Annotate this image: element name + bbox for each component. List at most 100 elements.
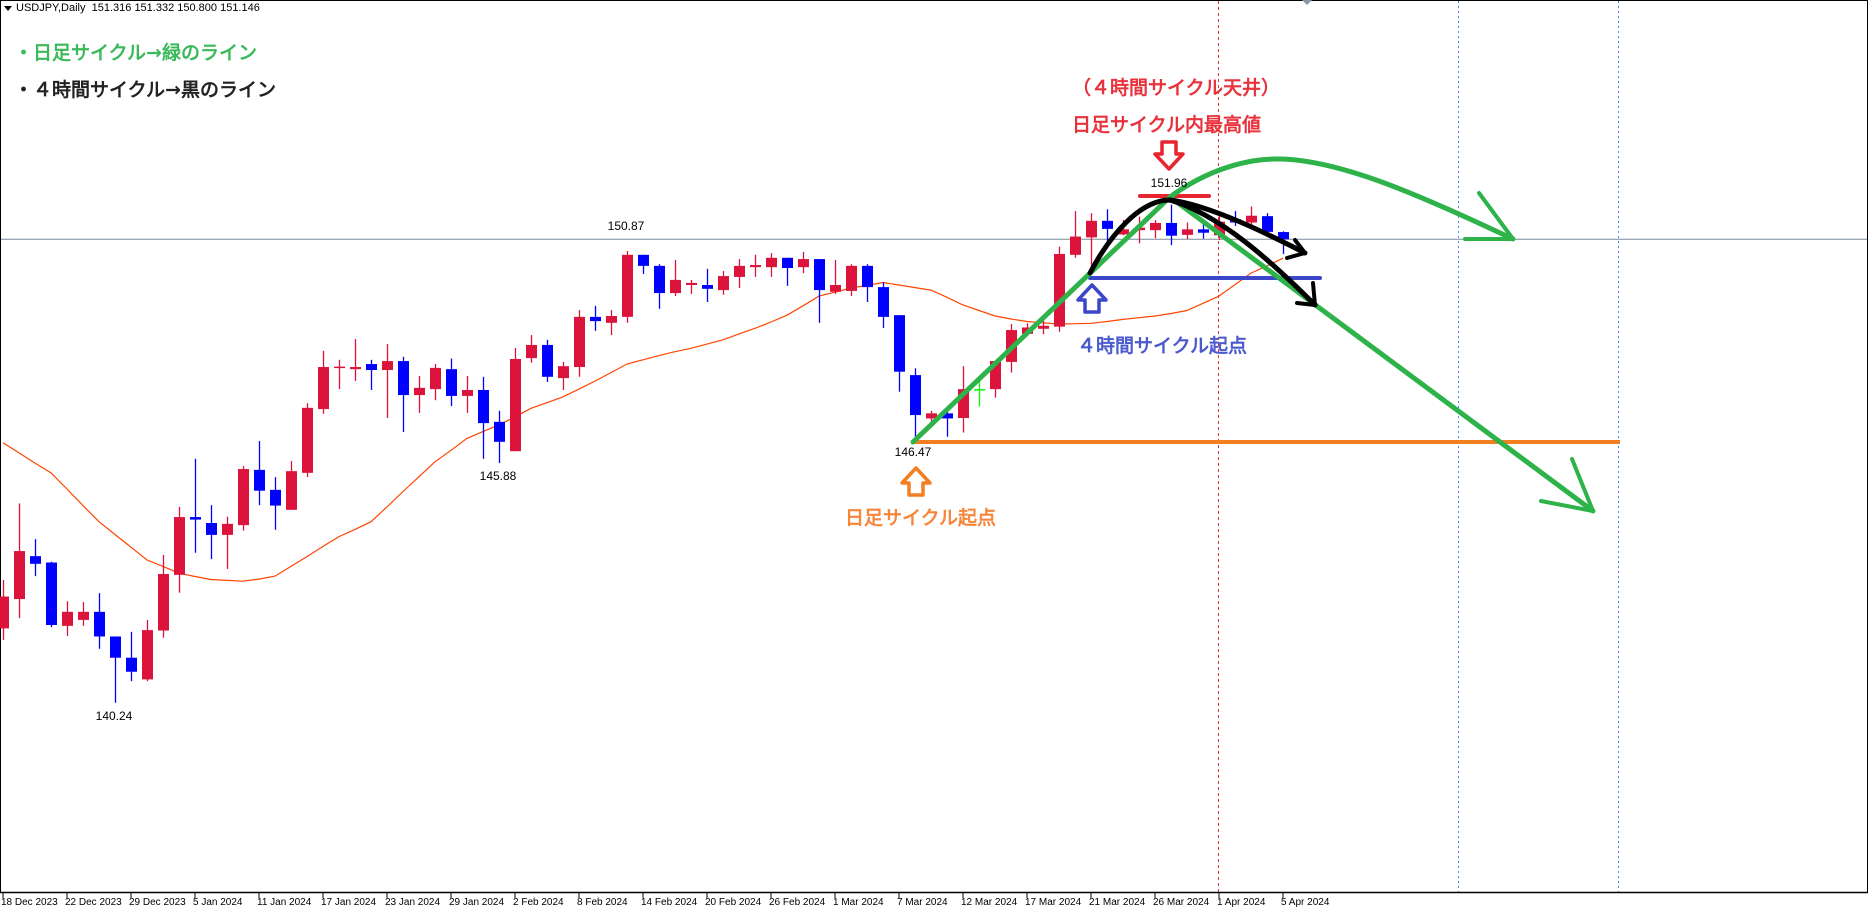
candle-body [574,316,585,368]
time-tick-label: 1 Apr 2024 [1217,897,1266,908]
candle-body [670,279,681,294]
black-arrowhead-icon [1295,281,1317,307]
time-tick-label: 5 Apr 2024 [1281,897,1330,908]
candle-body [78,611,89,620]
candle [94,593,105,649]
time-tick-label: 23 Jan 2024 [385,897,441,908]
candle [590,305,601,331]
candle-body [1070,236,1081,255]
candle [766,253,777,277]
label-h4-start: ４時間サイクル起点 [1077,335,1248,357]
candle [558,361,569,390]
candle-body [1102,220,1113,229]
candle-body [206,523,217,535]
candle-body [158,574,169,631]
candle-body [14,551,25,600]
candle [62,601,73,637]
candle [206,505,217,560]
candle-body [446,369,457,396]
price-label-peak: 151.96 [1150,176,1188,190]
candle-body [1246,215,1257,223]
orange-up-arrow-icon [900,466,932,497]
candle [462,375,473,413]
time-tick-label: 22 Dec 2023 [65,897,122,908]
candle-body [366,364,377,370]
candle [846,264,857,297]
candle [254,440,265,506]
candle [526,335,537,363]
candle [1166,204,1177,246]
moving-average-line [2,257,1284,582]
price-label-cycle-low: 146.47 [894,445,932,459]
candle-body [510,358,521,452]
candle-body [494,421,505,442]
candle-body [974,389,985,391]
candle [1086,213,1097,269]
time-axis-ticks [0,891,1868,898]
candle-body [1166,222,1177,236]
candle-body [734,265,745,277]
candle [446,358,457,407]
time-tick-label: 29 Dec 2023 [129,897,186,908]
candle-body [302,407,313,473]
candle [334,359,345,390]
candle-body [46,562,57,625]
candle-body [270,489,281,506]
candle [1246,206,1257,227]
candle [1150,219,1161,239]
candle [958,366,969,433]
candle [750,254,761,277]
green-down-line[interactable] [1167,194,1596,514]
black-h4-arc-2[interactable] [1167,197,1318,308]
candle-body [126,657,137,672]
candle-body [942,413,953,419]
candle-body [382,361,393,370]
candle [686,279,697,294]
candle-body [414,387,425,396]
candle [782,257,793,286]
time-tick-label: 26 Feb 2024 [769,897,826,908]
candle [142,619,153,682]
time-tick-label: 5 Jan 2024 [193,897,243,908]
candle-body [622,254,633,317]
dropdown-triangle-icon[interactable] [4,5,12,11]
candle-body [958,389,969,419]
time-tick-label: 26 Mar 2024 [1153,897,1210,908]
candle [702,268,713,302]
candle [366,359,377,390]
candle [46,561,57,628]
candle-body [110,636,121,658]
time-tick-label: 1 Mar 2024 [833,897,884,908]
candles [0,204,1289,703]
green-cycle-arc[interactable] [910,156,1516,445]
candle-body [0,596,9,629]
time-tick-label: 29 Jan 2024 [449,897,505,908]
candle [318,350,329,414]
candle [718,270,729,295]
candle-body [926,413,937,419]
candle-body [94,611,105,637]
candle [654,264,665,309]
candle-body [1118,229,1129,235]
candle-body [430,367,441,390]
candle [510,347,521,452]
shift-marker-icon[interactable] [1302,0,1312,5]
candle-body [174,517,185,575]
candle [222,516,233,569]
candle-body [478,389,489,424]
candle-body [542,344,553,377]
candle [126,631,137,682]
candle-body [878,287,889,317]
candle [622,251,633,323]
candle [110,636,121,703]
candle-body [686,282,697,285]
time-tick-label: 12 Mar 2024 [961,897,1018,908]
time-tick-label: 17 Jan 2024 [321,897,377,908]
green-arrowhead-icon [1539,457,1595,513]
candle [542,339,553,382]
note-h4-cycle: ・４時間サイクル→黒のライン [14,79,276,101]
candle [494,410,505,464]
candle-body [894,315,905,372]
drawings [900,140,1620,514]
